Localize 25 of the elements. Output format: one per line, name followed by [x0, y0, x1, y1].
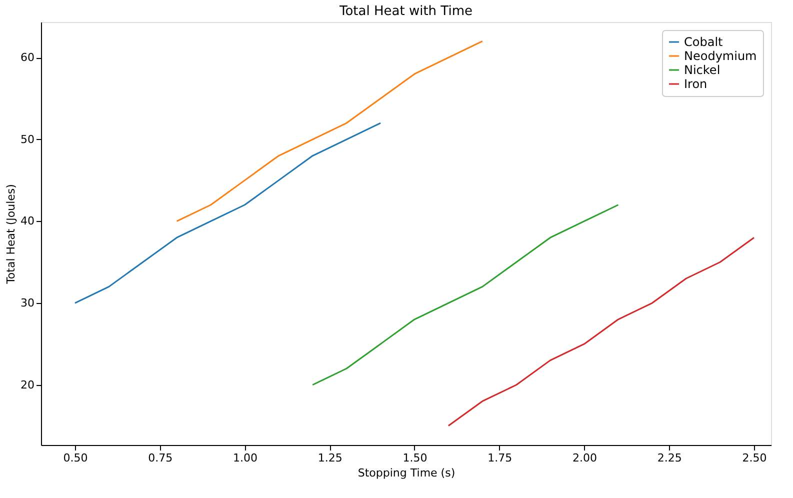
chart-title: Total Heat with Time: [338, 4, 472, 19]
legend-label: Cobalt: [684, 35, 724, 49]
y-axis-title: Total Heat (Joules): [4, 184, 18, 285]
line-series: [448, 236, 755, 427]
line-series: [176, 40, 484, 222]
x-tick-label: 2.25: [657, 452, 682, 464]
legend-label: Nickel: [684, 63, 720, 77]
x-tick-label: 2.50: [742, 452, 767, 464]
x-tick-label: 1.25: [318, 452, 342, 464]
x-tick-label: 0.75: [148, 452, 173, 464]
y-tick-label: 60: [20, 51, 34, 64]
legend-label: Iron: [684, 77, 708, 91]
x-axis-title: Stopping Time (s): [358, 466, 456, 480]
y-tick-label: 20: [20, 378, 34, 392]
x-tick-label: 1.00: [232, 452, 258, 464]
x-tick-label: 1.75: [488, 452, 512, 464]
line-series: [312, 204, 619, 386]
y-tick-label: 30: [20, 296, 34, 310]
x-tick-label: 1.50: [402, 452, 428, 464]
legend-label: Neodymium: [684, 49, 757, 63]
x-tick-label: 0.50: [63, 452, 88, 464]
y-tick-label: 50: [20, 132, 34, 146]
x-tick-label: 2.00: [572, 452, 598, 464]
line-series: [74, 122, 382, 304]
y-tick-label: 40: [20, 214, 34, 228]
